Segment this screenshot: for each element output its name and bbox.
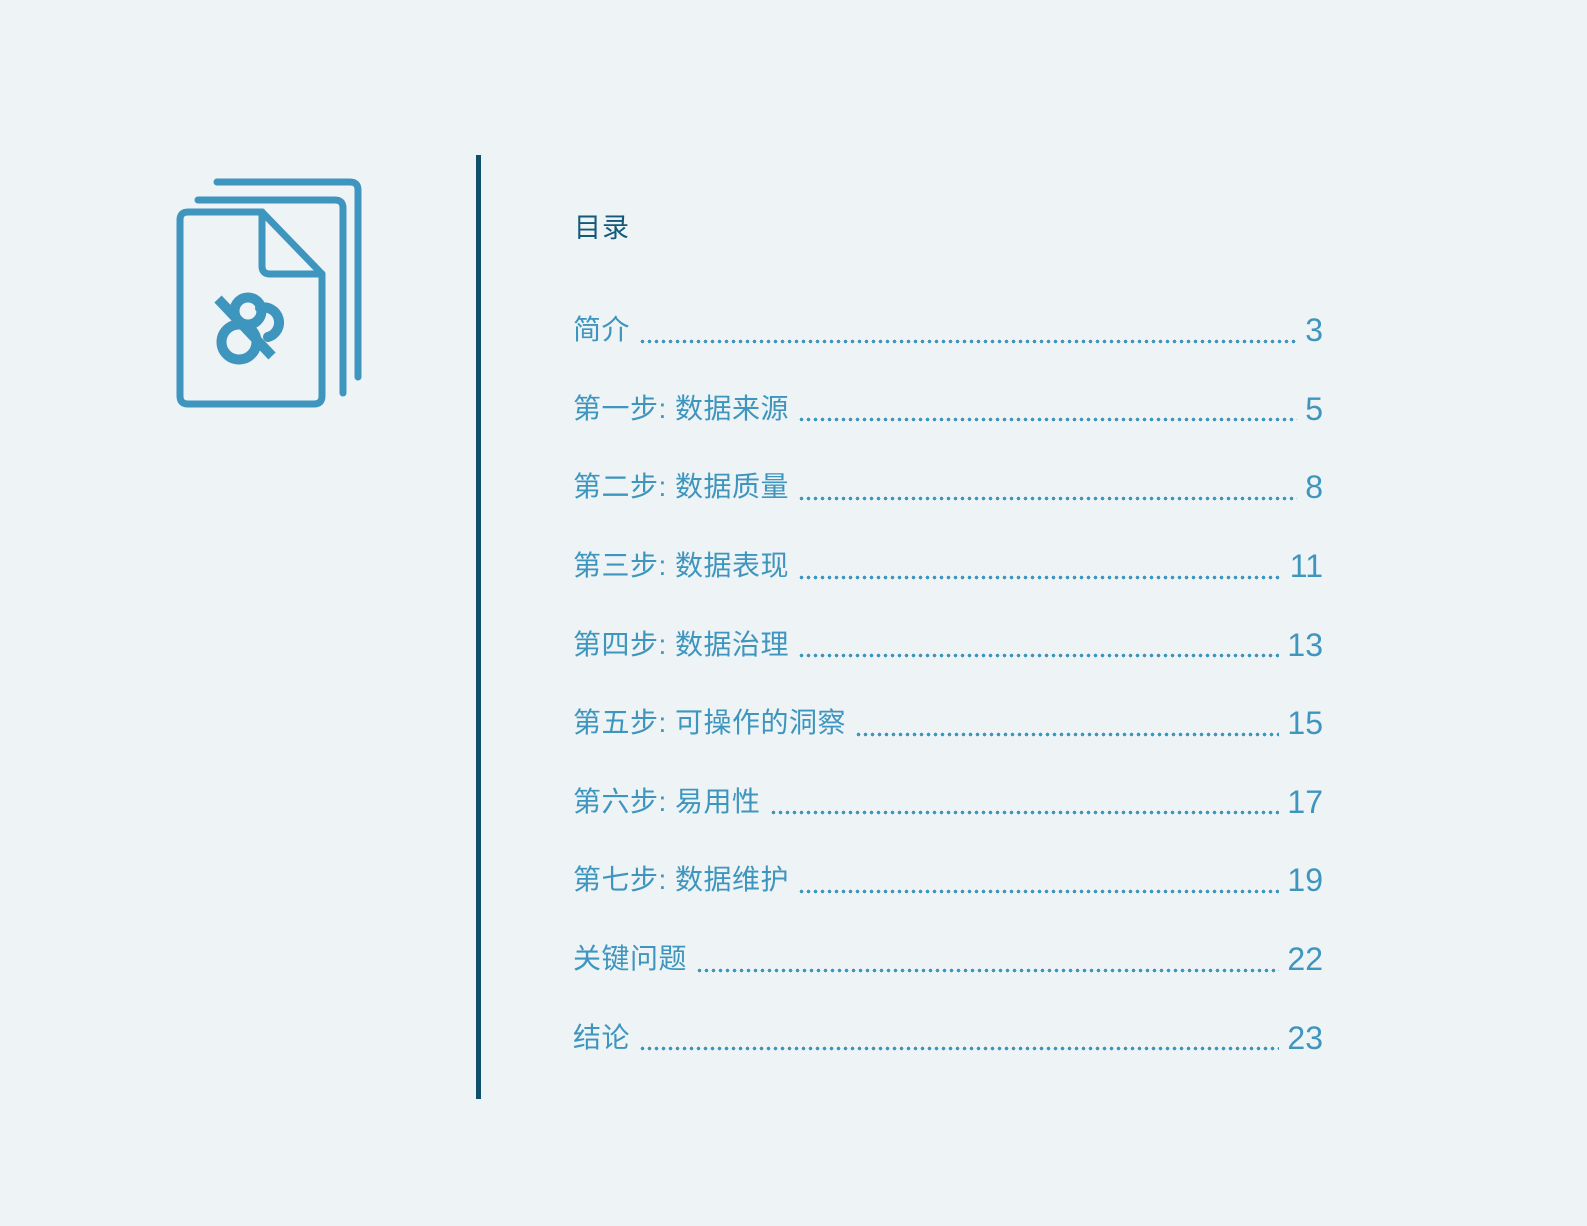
- toc-list: 简介 3 第一步: 数据来源 5 第二步: 数据质量 8 第三步: 数据表现 1…: [573, 291, 1323, 1077]
- toc-entry[interactable]: 简介 3: [573, 291, 1323, 370]
- toc-entry[interactable]: 关键问题 22: [573, 920, 1323, 999]
- front-page-outline: [176, 208, 326, 408]
- vertical-divider: [476, 155, 481, 1099]
- toc-entry-label: 关键问题: [573, 943, 688, 975]
- dot-leader: [639, 1046, 1280, 1052]
- toc-entry[interactable]: 第三步: 数据表现 11: [573, 527, 1323, 606]
- toc-entry-page: 5: [1305, 390, 1323, 427]
- front-page-fold-crease: [258, 208, 326, 278]
- toc-entry-page: 13: [1287, 626, 1323, 663]
- dot-leader: [696, 967, 1280, 973]
- toc-entry[interactable]: 第二步: 数据质量 8: [573, 448, 1323, 527]
- back-page-outline: [213, 178, 362, 381]
- dot-leader: [639, 338, 1298, 344]
- toc-entry-page: 17: [1287, 783, 1323, 820]
- toc-entry-label: 第三步: 数据表现: [573, 550, 790, 582]
- toc-entry-page: 19: [1287, 862, 1323, 899]
- dot-leader: [798, 888, 1280, 894]
- dot-leader: [855, 731, 1280, 737]
- toc-entry-label: 第四步: 数据治理: [573, 628, 790, 660]
- toc-title: 目录: [574, 213, 630, 243]
- toc-entry[interactable]: 第一步: 数据来源 5: [573, 370, 1323, 449]
- toc-entry[interactable]: 第六步: 易用性 17: [573, 763, 1323, 842]
- toc-entry-label: 第五步: 可操作的洞察: [573, 707, 847, 739]
- dot-leader: [798, 495, 1298, 501]
- document-stack-ampersand-icon: [176, 178, 362, 408]
- middle-page-outline: [194, 196, 347, 397]
- toc-entry-page: 3: [1305, 312, 1323, 349]
- toc-entry-label: 简介: [573, 314, 631, 346]
- toc-entry[interactable]: 第四步: 数据治理 13: [573, 605, 1323, 684]
- dot-leader: [798, 653, 1280, 659]
- toc-entry-label: 第一步: 数据来源: [573, 392, 790, 424]
- toc-entry-page: 8: [1305, 469, 1323, 506]
- toc-entry-page: 23: [1287, 1019, 1323, 1056]
- toc-entry-label: 结论: [573, 1021, 631, 1053]
- dot-leader: [798, 574, 1282, 580]
- toc-entry-page: 22: [1287, 941, 1323, 978]
- toc-entry-page: 15: [1287, 705, 1323, 742]
- toc-entry[interactable]: 第五步: 可操作的洞察 15: [573, 684, 1323, 763]
- toc-entry-label: 第二步: 数据质量: [573, 471, 790, 503]
- dot-leader: [798, 417, 1298, 423]
- toc-entry-page: 11: [1289, 548, 1323, 585]
- front-page-fold-flap: [258, 208, 326, 278]
- toc-entry[interactable]: 结论 23: [573, 998, 1323, 1077]
- toc-entry[interactable]: 第七步: 数据维护 19: [573, 841, 1323, 920]
- dot-leader: [769, 810, 1280, 816]
- ampersand-icon: [214, 292, 285, 365]
- toc-entry-label: 第六步: 易用性: [573, 785, 761, 817]
- toc-entry-label: 第七步: 数据维护: [573, 864, 790, 896]
